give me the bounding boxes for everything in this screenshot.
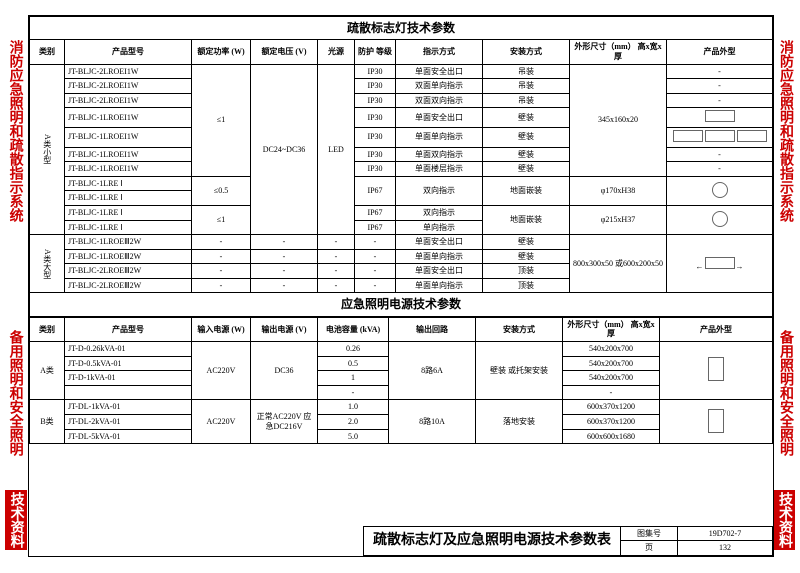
table-row: A类JT-D-0.26kVA-01AC220VDC360.268路6A壁装 或托… xyxy=(30,342,773,357)
set-label: 图集号 xyxy=(621,526,678,541)
table-row: B类JT-DL-1kVA-01AC220V正常AC220V 应急DC216V1.… xyxy=(30,400,773,415)
table1-header-row: 类别 产品型号 额定功率 (W) 额定电压 (V) 光源 防护 等级 指示方式 … xyxy=(30,40,773,64)
table2-title: 应急照明电源技术参数 xyxy=(30,293,773,316)
side-label-right-1: 消防应急照明和疏散指示系统 xyxy=(775,40,795,222)
side-label-right-3: 技术资料 xyxy=(773,490,795,550)
exterior-icon xyxy=(667,127,773,147)
drawing-frame: 疏散标志灯技术参数 类别 产品型号 额定功率 (W) 额定电压 (V) 光源 防… xyxy=(28,15,774,557)
table-row: JT-BLJC-1LRE Ⅰ≤0.5IP67双向指示地面嵌装φ170xH38 xyxy=(30,176,773,191)
side-label-left-1: 消防应急照明和疏散指示系统 xyxy=(5,40,25,222)
exterior-icon xyxy=(667,205,773,234)
side-label-right-2: 备用照明和安全照明 xyxy=(775,330,795,456)
page-value: 132 xyxy=(678,541,773,556)
table-row: JT-BLJC-1LRE Ⅰ≤1IP67双向指示地面嵌装φ215xH37 xyxy=(30,205,773,220)
exterior-icon xyxy=(667,108,773,128)
spec-table-1: 疏散标志灯技术参数 类别 产品型号 额定功率 (W) 额定电压 (V) 光源 防… xyxy=(29,16,773,317)
table-row: A类小型JT-BLJC-2LROEI1W≤1DC24~DC36LEDIP30单面… xyxy=(30,64,773,79)
page-label: 页 xyxy=(621,541,678,556)
exterior-icon xyxy=(660,342,773,400)
side-label-left-2: 备用照明和安全照明 xyxy=(5,330,25,456)
table1-title: 疏散标志灯技术参数 xyxy=(30,17,773,40)
drawing-title: 疏散标志灯及应急照明电源技术参数表 xyxy=(364,526,621,555)
spec-table-2: 类别 产品型号 输入电源 (W) 输出电源 (V) 电池容量 (kVA) 输出回… xyxy=(29,317,773,444)
set-value: 19D702-7 xyxy=(678,526,773,541)
exterior-icon xyxy=(667,176,773,205)
title-block: 疏散标志灯及应急照明电源技术参数表图集号19D702-7 页132 xyxy=(363,526,773,556)
table2-header-row: 类别 产品型号 输入电源 (W) 输出电源 (V) 电池容量 (kVA) 输出回… xyxy=(30,317,773,341)
exterior-icon xyxy=(660,400,773,444)
exterior-icon: ←→ xyxy=(667,235,773,293)
side-label-left-3: 技术资料 xyxy=(5,490,27,550)
exterior-icon: - xyxy=(667,64,773,79)
table-row: A类大型JT-BLJC-1LROEⅢ2W----单面安全出口壁装800x300x… xyxy=(30,235,773,250)
